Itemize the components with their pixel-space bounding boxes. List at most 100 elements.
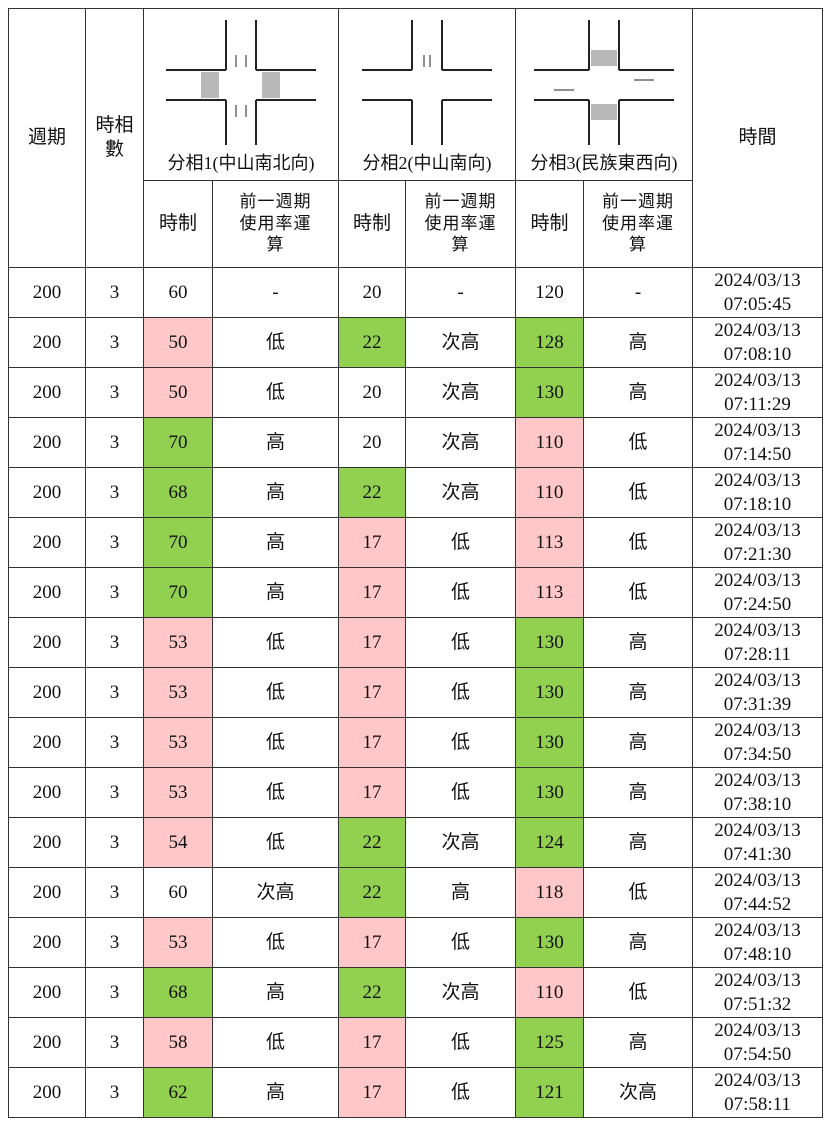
date-text: 2024/03/13: [714, 419, 801, 441]
time-header: 時間: [692, 8, 823, 268]
cycle-cell: 200: [8, 517, 86, 568]
usage-cell: 低: [212, 367, 339, 418]
phase-header: 分相1(中山南北向): [143, 8, 339, 181]
intersection-diagram: [166, 19, 316, 145]
usage-cell: -: [583, 267, 693, 318]
table-row: 200 3 50 低 22 次高 128 高 2024/03/13 07:08:10: [8, 317, 823, 368]
usage-cell: 次高: [405, 967, 516, 1018]
table-row: 200 3 68 高 22 次高 110 低 2024/03/13 07:51:32: [8, 967, 823, 1018]
cycle-cell: 200: [8, 867, 86, 918]
time-text: 07:24:50: [723, 593, 792, 615]
date-text: 2024/03/13: [714, 769, 801, 791]
table-row: 200 3 53 低 17 低 130 高 2024/03/13 07:48:10: [8, 917, 823, 968]
timing-cell: 124: [515, 817, 584, 868]
timing-cell: 50: [143, 317, 213, 368]
phase-count-cell: 3: [85, 1067, 144, 1118]
table-row: 200 3 50 低 20 次高 130 高 2024/03/13 07:11:29: [8, 367, 823, 418]
usage-cell: 高: [212, 1067, 339, 1118]
time-text: 07:28:11: [724, 643, 791, 665]
phase-header: 分相2(中山南向): [338, 8, 516, 181]
table-row: 200 3 70 高 20 次高 110 低 2024/03/13 07:14:50: [8, 417, 823, 468]
cycle-cell: 200: [8, 617, 86, 668]
time-cell: 2024/03/13 07:28:11: [692, 617, 823, 668]
phase-count-cell: 3: [85, 467, 144, 518]
table-row: 200 3 53 低 17 低 130 高 2024/03/13 07:31:39: [8, 667, 823, 718]
phase-count-cell: 3: [85, 417, 144, 468]
timing-cell: 130: [515, 367, 584, 418]
cycle-cell: 200: [8, 767, 86, 818]
usage-cell: 低: [212, 667, 339, 718]
cycle-cell: 200: [8, 717, 86, 768]
usage-cell: -: [212, 267, 339, 318]
phase-count-cell: 3: [85, 917, 144, 968]
timing-cell: 17: [338, 567, 406, 618]
timing-cell: 17: [338, 717, 406, 768]
timing-cell: 130: [515, 767, 584, 818]
timing-cell: 22: [338, 817, 406, 868]
time-cell: 2024/03/13 07:05:45: [692, 267, 823, 318]
cycle-cell: 200: [8, 367, 86, 418]
cycle-cell: 200: [8, 467, 86, 518]
date-text: 2024/03/13: [714, 319, 801, 341]
table-row: 200 3 58 低 17 低 125 高 2024/03/13 07:54:50: [8, 1017, 823, 1068]
time-text: 07:21:30: [723, 543, 792, 565]
phase-count-cell: 3: [85, 667, 144, 718]
usage-cell: 高: [583, 367, 693, 418]
usage-text: 前一週期使用率運算: [602, 192, 674, 254]
cycle-cell: 200: [8, 317, 86, 368]
date-text: 2024/03/13: [714, 819, 801, 841]
time-cell: 2024/03/13 07:51:32: [692, 967, 823, 1018]
usage-cell: 低: [405, 517, 516, 568]
table-wrap: 週期 時相數 分相1(中山南北向) 分相2(中山南向) 分相3(民族東西向) 時…: [8, 8, 823, 1118]
time-text: 07:48:10: [723, 943, 792, 965]
phase-count-cell: 3: [85, 567, 144, 618]
time-cell: 2024/03/13 07:21:30: [692, 517, 823, 568]
time-text: 07:58:11: [724, 1093, 791, 1115]
time-text: 07:34:50: [723, 743, 792, 765]
date-text: 2024/03/13: [714, 519, 801, 541]
timing-cell: 60: [143, 867, 213, 918]
phase-label: 分相1(中山南北向): [167, 152, 315, 173]
time-text: 07:31:39: [723, 693, 792, 715]
table-row: 200 3 70 高 17 低 113 低 2024/03/13 07:21:30: [8, 517, 823, 568]
usage-cell: 低: [212, 717, 339, 768]
phase-count-cell: 3: [85, 867, 144, 918]
timing-cell: 130: [515, 917, 584, 968]
timing-cell: 17: [338, 517, 406, 568]
time-text: 07:54:50: [723, 1043, 792, 1065]
timing-cell: 53: [143, 767, 213, 818]
phase-count-cell: 3: [85, 967, 144, 1018]
time-text: 07:51:32: [723, 993, 792, 1015]
phase-count-text: 時相數: [95, 115, 134, 160]
timing-cell: 22: [338, 967, 406, 1018]
intersection-diagram: [534, 19, 674, 145]
usage-cell: 低: [405, 917, 516, 968]
timing-cell: 62: [143, 1067, 213, 1118]
usage-cell: 高: [405, 867, 516, 918]
usage-cell: 低: [583, 417, 693, 468]
timing-cell: 17: [338, 617, 406, 668]
table-row: 200 3 53 低 17 低 130 高 2024/03/13 07:34:50: [8, 717, 823, 768]
usage-cell: 高: [212, 517, 339, 568]
usage-text: 前一週期使用率運算: [424, 192, 497, 254]
usage-cell: 次高: [405, 417, 516, 468]
timing-cell: 53: [143, 717, 213, 768]
date-text: 2024/03/13: [714, 569, 801, 591]
phase-label: 分相2(中山南向): [362, 152, 492, 173]
timing-cell: 53: [143, 617, 213, 668]
time-text: 07:41:30: [723, 843, 792, 865]
intersection-diagram: [362, 19, 492, 145]
timing-cell: 17: [338, 1017, 406, 1068]
phase-count-cell: 3: [85, 1017, 144, 1068]
timing-cell: 70: [143, 517, 213, 568]
date-text: 2024/03/13: [714, 919, 801, 941]
time-text: 07:38:10: [723, 793, 792, 815]
cycle-cell: 200: [8, 417, 86, 468]
cycle-cell: 200: [8, 567, 86, 618]
phase-count-cell: 3: [85, 267, 144, 318]
time-cell: 2024/03/13 07:48:10: [692, 917, 823, 968]
usage-cell: 高: [583, 667, 693, 718]
usage-cell: 低: [212, 817, 339, 868]
timing-cell: 130: [515, 667, 584, 718]
